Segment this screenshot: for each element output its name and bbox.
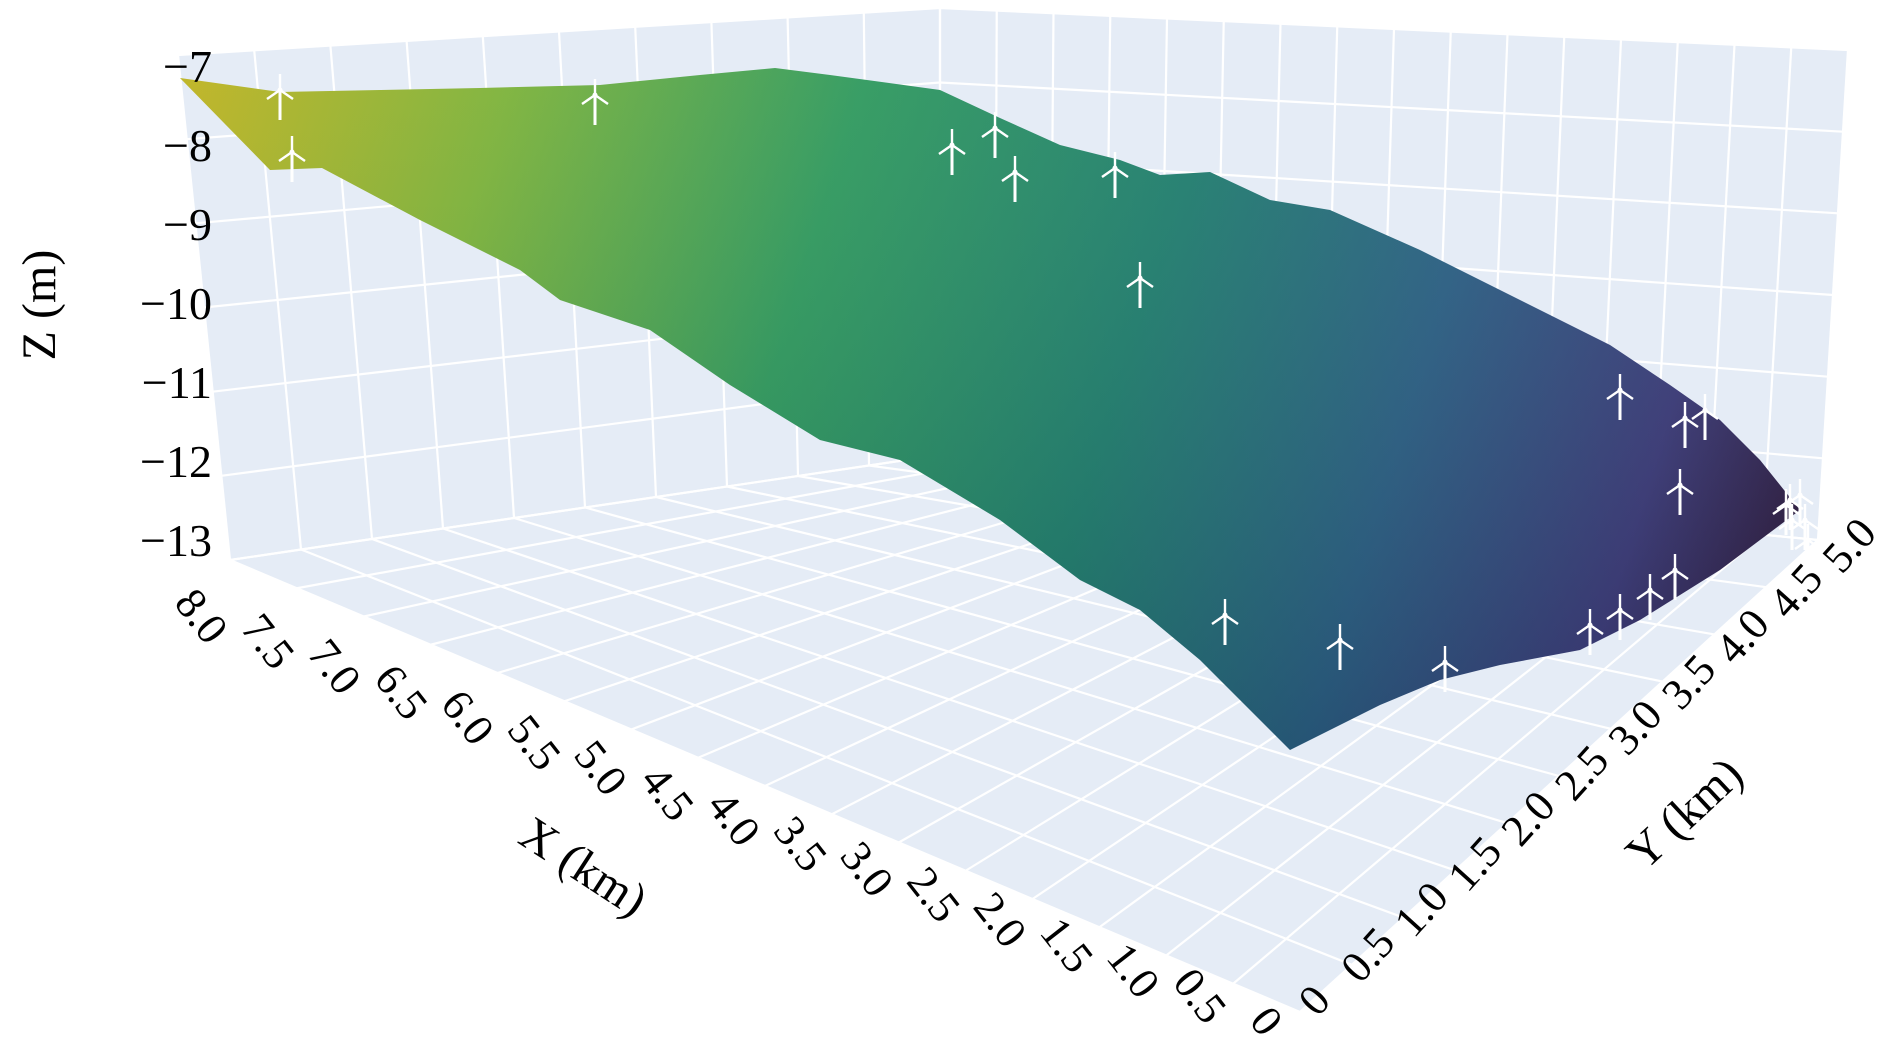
y-gridline-floor: [229, 558, 1301, 1014]
turbine-icon: [581, 79, 609, 125]
x-tick-label: 4.5: [631, 757, 703, 831]
turbine-icon: [1786, 479, 1814, 525]
turbine-icon: [1606, 374, 1634, 420]
x-tick-label: 0: [1240, 997, 1292, 1045]
turbine-icon: [1636, 574, 1664, 620]
x-gridline-wall: [1762, 47, 1793, 535]
z-tick-label: −11: [142, 357, 212, 408]
turbine-icon: [1606, 594, 1634, 640]
turbine-icon: [1691, 394, 1719, 440]
x-tick-label: 5.5: [498, 706, 570, 780]
turbine-icon: [1666, 469, 1694, 515]
z-tick-label: −13: [140, 515, 212, 566]
y-axis-title: Y (km): [1616, 747, 1753, 880]
turbine-icon: [266, 74, 294, 120]
z-tick-label: −12: [140, 436, 212, 487]
turbine-icon: [1671, 402, 1699, 448]
y-gridline-floor: [584, 506, 1560, 778]
z-tick-label: −10: [140, 278, 212, 329]
x-tick-label: 7.5: [232, 605, 304, 679]
z-axis-title: Z (m): [13, 250, 66, 361]
turbine-icon: [1576, 609, 1604, 655]
x-axis-title: X (km): [510, 807, 656, 928]
x-tick-label: 6.0: [431, 681, 503, 755]
turbine-icon: [1211, 599, 1239, 645]
y-gridline-wall: [176, 54, 232, 561]
y-gridline-floor: [513, 516, 1508, 825]
x-tick-label: 8.0: [165, 579, 237, 653]
turbine-icon: [1431, 646, 1459, 692]
z-axis-ticks: −7 −8 −9 −10 −11 −12 −13: [140, 41, 212, 566]
x-gridline-wall: [1816, 49, 1850, 541]
turbine-icon: [1101, 152, 1129, 198]
turbine-icon: [1772, 489, 1800, 535]
turbine-icon: [1791, 504, 1819, 550]
turbine-icon: [938, 129, 966, 175]
y-gridline-floor: [655, 495, 1612, 730]
x-tick-label: 3.0: [831, 832, 903, 906]
turbine-markers: [266, 74, 1822, 692]
y-tick-label: 5.0: [1813, 508, 1886, 582]
z-tick-label: −9: [163, 199, 212, 250]
x-tick-label: 7.0: [298, 630, 370, 704]
x-tick-label: 6.5: [365, 655, 437, 729]
turbine-icon: [1126, 262, 1154, 308]
turbine-icon: [1001, 156, 1029, 202]
turbine-icon: [981, 112, 1009, 158]
y-gridline-floor: [442, 527, 1456, 872]
x-tick-label: 5.0: [565, 731, 637, 805]
y-gridline-floor: [371, 537, 1404, 919]
x-tick-label: 4.0: [698, 782, 770, 856]
x-tick-label: 3.5: [764, 807, 836, 881]
turbine-icon: [1661, 554, 1689, 600]
y-gridline-floor: [300, 548, 1353, 966]
surface: [180, 68, 1800, 750]
z-tick-label: −7: [163, 41, 212, 92]
z-tick-label: −8: [163, 120, 212, 171]
turbine-icon: [278, 136, 306, 182]
turbine-icon: [1326, 624, 1354, 670]
